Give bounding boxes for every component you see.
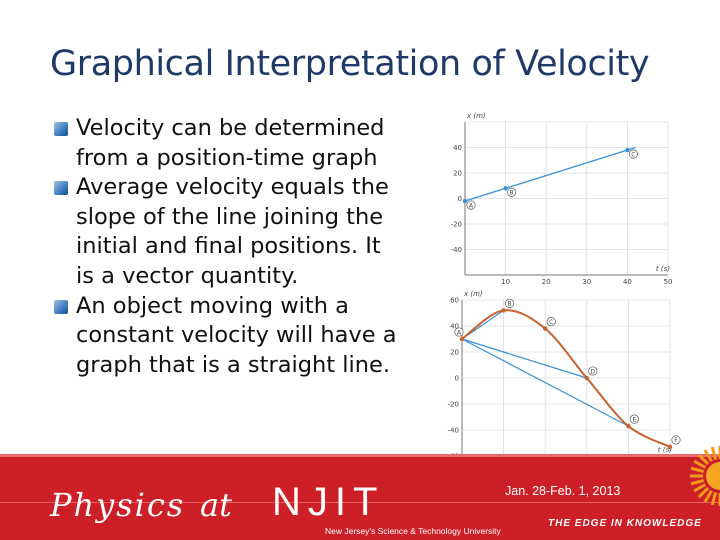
- point-label: F: [674, 437, 678, 444]
- y-tick-label: 0: [458, 195, 462, 203]
- bullet-square-icon: [54, 122, 68, 136]
- y-tick-label: 40: [450, 323, 459, 331]
- y-axis-label: x (m): [463, 290, 483, 298]
- sun-ray: [703, 489, 713, 503]
- physics-wordmark: Physics: [50, 486, 186, 524]
- point-label-badge: [507, 187, 517, 197]
- data-point: [459, 336, 465, 342]
- point-label-badge: [629, 414, 639, 424]
- point-label-badge: [628, 149, 638, 159]
- bullet-item: Average velocity equals the slope of the …: [54, 173, 434, 291]
- point-label-badge: [546, 317, 556, 327]
- bullet-square-icon: [54, 299, 68, 314]
- point-label: B: [508, 301, 512, 308]
- bullet-square-icon: [54, 181, 68, 196]
- point-label-badge: [588, 366, 598, 376]
- y-tick-label: 20: [450, 349, 459, 357]
- point-label-badge: [505, 298, 515, 308]
- x-tick-label: 50: [664, 278, 673, 285]
- bullet-line: from a position-time graph: [76, 144, 378, 171]
- data-point: [584, 375, 589, 381]
- point-label: C: [631, 151, 635, 158]
- point-label-badge: [454, 327, 464, 337]
- data-point: [503, 186, 508, 191]
- point-label: D: [590, 368, 595, 375]
- footer-stripe: [0, 454, 720, 457]
- point-label: E: [633, 416, 637, 423]
- sun-ray: [690, 478, 704, 486]
- footer-stripe: [0, 502, 720, 503]
- x-tick-label: 20: [542, 278, 551, 285]
- sun-ray: [703, 449, 713, 463]
- point-label: B: [510, 190, 514, 197]
- edge-tagline: THE EDGE IN KNOWLEDGE: [548, 518, 702, 529]
- njit-logo: NJIT: [272, 480, 385, 524]
- y-tick-label: -20: [448, 401, 459, 409]
- date-label: Jan. 28-Feb. 1, 2013: [505, 484, 621, 498]
- bullet-line: Velocity can be determined: [76, 115, 385, 141]
- bullet-item: Velocity can be determined from a positio…: [54, 114, 434, 173]
- point-label: A: [469, 202, 474, 209]
- x-axis-label: t (s): [656, 265, 670, 273]
- x-tick-label: 30: [582, 278, 591, 285]
- bullet-item: An object moving with a constant velocity…: [54, 292, 434, 381]
- sun-ray: [697, 453, 710, 466]
- y-tick-label: -20: [451, 221, 462, 229]
- sun-ray: [693, 483, 707, 493]
- y-tick-label: -40: [448, 427, 459, 435]
- sun-ray: [697, 486, 710, 499]
- data-point: [543, 326, 548, 331]
- y-tick-label: -40: [451, 246, 462, 254]
- y-axis-label: x (m): [466, 112, 486, 120]
- sun-ray: [693, 459, 707, 469]
- data-point: [462, 198, 468, 204]
- bullet-line: initial and final positions. It: [76, 233, 381, 260]
- sun-icon: [690, 446, 720, 506]
- y-tick-label: 20: [453, 170, 462, 178]
- chord-line: [461, 338, 587, 379]
- data-point: [501, 308, 506, 313]
- y-tick-label: 40: [453, 144, 462, 152]
- bullet-line: Average velocity equals the: [76, 174, 389, 201]
- data-point: [626, 423, 631, 429]
- bullet-line: An object moving with a: [76, 292, 349, 319]
- bullet-list: Velocity can be determined from a positio…: [54, 114, 434, 380]
- university-tagline: New Jersey's Science & Technology Univer…: [325, 526, 501, 536]
- point-label: C: [549, 319, 553, 326]
- y-tick-label: 0: [455, 375, 459, 383]
- at-wordmark: at: [200, 486, 232, 524]
- footer-banner: Physics at NJIT New Jersey's Science & T…: [0, 454, 720, 540]
- data-series-line: [461, 309, 671, 448]
- data-point: [625, 147, 630, 153]
- bullet-line: constant velocity will have a: [76, 322, 397, 349]
- position-time-graph-curved: 10203040506040200-20-40-60x (m)t (s)ABCD…: [432, 290, 681, 467]
- bullet-line: slope of the line joining the: [76, 203, 384, 230]
- bullet-line: graph that is a straight line.: [76, 351, 391, 378]
- data-series-line: [464, 146, 636, 202]
- sun-ray: [710, 492, 718, 506]
- slide-title: Graphical Interpretation of Velocity: [50, 44, 650, 84]
- x-tick-label: 10: [501, 278, 510, 285]
- position-time-graph-linear: 10 20 30 40 50 40 20 0 -20 -40 x (m) t (s) A B C: [451, 112, 673, 285]
- chord-line: [461, 338, 629, 427]
- x-axis-label: t (s): [658, 446, 672, 454]
- point-label: A: [457, 329, 462, 336]
- point-label-badge: [671, 435, 681, 445]
- bullet-line: is a vector quantity.: [76, 262, 299, 289]
- sun-ray: [710, 446, 718, 460]
- data-point: [667, 444, 673, 450]
- point-label-badge: [466, 200, 476, 210]
- y-tick-label: 60: [450, 297, 459, 305]
- sun-ray: [690, 466, 704, 474]
- x-tick-label: 40: [623, 278, 632, 285]
